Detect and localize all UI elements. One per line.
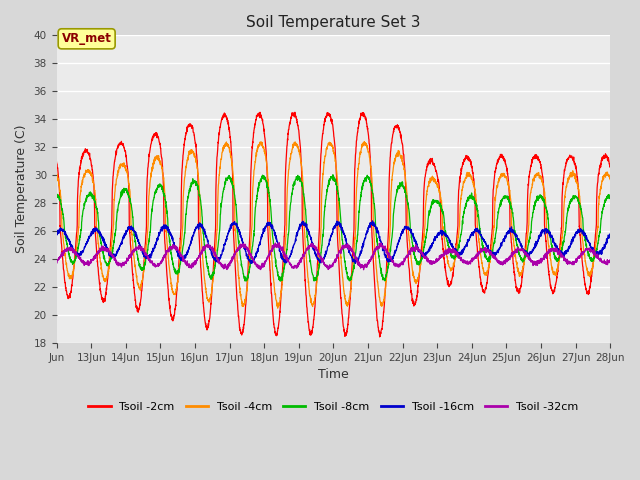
Tsoil -2cm	[148, 137, 156, 143]
Tsoil -32cm	[289, 264, 297, 270]
Tsoil -2cm	[607, 164, 614, 170]
Line: Tsoil -2cm: Tsoil -2cm	[56, 112, 611, 337]
Tsoil -8cm	[265, 190, 273, 195]
Tsoil -8cm	[289, 183, 297, 189]
Tsoil -16cm	[116, 243, 124, 249]
Tsoil -16cm	[607, 232, 614, 238]
Tsoil -16cm	[536, 232, 544, 238]
Tsoil -16cm	[148, 248, 156, 253]
Line: Tsoil -8cm: Tsoil -8cm	[56, 175, 611, 281]
Tsoil -2cm	[116, 140, 124, 146]
Tsoil -8cm	[276, 278, 284, 284]
Tsoil -16cm	[596, 250, 604, 255]
Tsoil -8cm	[536, 192, 544, 198]
Tsoil -4cm	[289, 145, 297, 151]
Tsoil -16cm	[289, 245, 297, 251]
Tsoil -2cm	[289, 111, 297, 117]
Line: Tsoil -32cm: Tsoil -32cm	[56, 243, 611, 270]
Tsoil -4cm	[596, 191, 604, 197]
Tsoil -4cm	[116, 166, 124, 171]
Text: VR_met: VR_met	[61, 32, 111, 45]
X-axis label: Time: Time	[318, 368, 349, 381]
Tsoil -16cm	[265, 220, 273, 226]
Tsoil -32cm	[265, 252, 273, 257]
Tsoil -2cm	[596, 164, 604, 170]
Tsoil -4cm	[536, 174, 544, 180]
Tsoil -8cm	[596, 230, 604, 236]
Tsoil -8cm	[607, 193, 614, 199]
Tsoil -8cm	[52, 193, 60, 199]
Tsoil -2cm	[52, 159, 60, 165]
Title: Soil Temperature Set 3: Soil Temperature Set 3	[246, 15, 420, 30]
Tsoil -2cm	[291, 109, 299, 115]
Tsoil -32cm	[607, 258, 614, 264]
Tsoil -16cm	[369, 218, 376, 224]
Tsoil -4cm	[265, 190, 273, 196]
Tsoil -2cm	[536, 158, 544, 164]
Tsoil -16cm	[351, 261, 359, 266]
Line: Tsoil -16cm: Tsoil -16cm	[56, 221, 611, 264]
Legend: Tsoil -2cm, Tsoil -4cm, Tsoil -8cm, Tsoil -16cm, Tsoil -32cm: Tsoil -2cm, Tsoil -4cm, Tsoil -8cm, Tsoi…	[84, 398, 583, 417]
Tsoil -32cm	[596, 257, 604, 263]
Tsoil -2cm	[265, 247, 273, 252]
Tsoil -2cm	[376, 334, 383, 340]
Tsoil -8cm	[148, 203, 156, 209]
Tsoil -32cm	[275, 240, 283, 246]
Tsoil -4cm	[148, 164, 156, 169]
Tsoil -32cm	[52, 257, 60, 263]
Tsoil -4cm	[360, 139, 368, 144]
Tsoil -8cm	[116, 197, 124, 203]
Tsoil -4cm	[52, 174, 60, 180]
Tsoil -32cm	[116, 262, 124, 268]
Tsoil -4cm	[274, 305, 282, 311]
Tsoil -32cm	[148, 261, 156, 266]
Tsoil -8cm	[329, 172, 337, 178]
Tsoil -32cm	[360, 267, 367, 273]
Tsoil -16cm	[52, 230, 60, 236]
Line: Tsoil -4cm: Tsoil -4cm	[56, 142, 611, 308]
Tsoil -32cm	[536, 258, 544, 264]
Y-axis label: Soil Temperature (C): Soil Temperature (C)	[15, 125, 28, 253]
Tsoil -4cm	[607, 177, 614, 182]
